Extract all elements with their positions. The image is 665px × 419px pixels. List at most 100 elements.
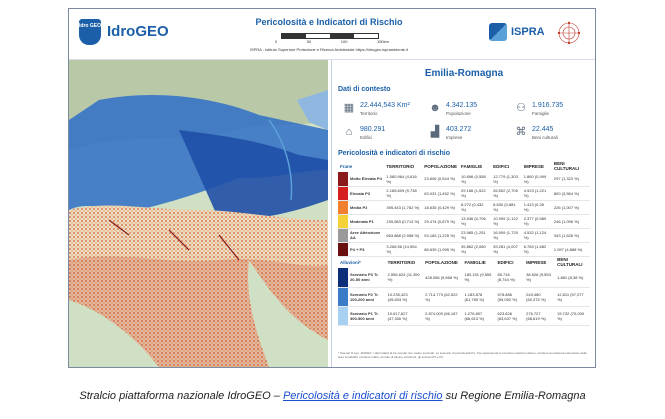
context-value: 1.916.735	[532, 102, 564, 109]
flood-table: Alluvioni* TERRITORIO POPOLAZIONE FAMIGL…	[338, 256, 590, 326]
column-header: TERRITORIO	[386, 163, 415, 169]
population-icon: ☻	[429, 102, 441, 114]
table-cell: 663,888 (2,958 %)	[384, 228, 423, 243]
table-cell: 29.166 (1,522 %)	[459, 186, 492, 201]
table-row: P4 + P3 3.266,56 (14,554 %) 86.639 (1,995 …	[338, 242, 590, 257]
page-title: Pericolosità e Indicatori di Rischio	[255, 17, 403, 27]
family-icon: ⚇	[516, 102, 526, 114]
column-header: POPOLAZIONE	[425, 259, 458, 265]
context-label: Beni culturali	[532, 135, 558, 140]
table-cell: 800 (3,564 %)	[551, 186, 590, 201]
report-subtitle: ISPRA - Istituto Superiore Protezione e …	[249, 47, 409, 52]
figure-caption: Stralcio piattaforma nazionale IdroGEO –…	[0, 390, 665, 402]
table-cell: 1.097 (4,888 %)	[551, 242, 590, 257]
report-header: Idro GEO IdroGEO Pericolosità e Indicato…	[69, 9, 595, 60]
scale-label: 100	[340, 39, 348, 44]
building-icon: ⌂	[345, 126, 353, 138]
context-value: 980.291	[360, 126, 386, 133]
column-header: EDIFICI	[497, 259, 514, 265]
idrogeo-logo: Idro GEO	[79, 19, 101, 45]
table-cell: 343 (1,528 %)	[551, 228, 590, 243]
table-cell: 10.696 (0,558 %)	[459, 172, 492, 187]
table-cell: 2.377 (0,589 %)	[521, 214, 552, 229]
table-row: Molto Elevata P4 1.080,964 (4,816 %) 23.60…	[338, 172, 590, 187]
column-header: IMPRESE	[523, 163, 544, 169]
factory-icon: ▟	[430, 126, 440, 138]
table-header-row: Alluvioni* TERRITORIO POPOLAZIONE FAMIGL…	[338, 256, 590, 268]
table-cell: 1.881 (8,38 %)	[555, 268, 590, 288]
table-cell: 26.502 (2,705 %)	[491, 186, 522, 201]
class-label: Elevata P3	[348, 186, 385, 201]
column-header: BENI CULTURALI	[553, 161, 580, 171]
context-label: Edifici	[360, 135, 373, 140]
table-cell: 297 (1,323 %)	[551, 172, 590, 187]
table-cell: 1.080,964 (4,816 %)	[384, 172, 423, 187]
class-label: Scenario P1 Tr. 300-500 anni	[348, 306, 386, 326]
column-header: FAMIGLIE	[461, 163, 483, 169]
table-header-row: Frane TERRITORIO POPOLAZIONE FAMIGLIE ED…	[338, 160, 590, 172]
table-cell: 8.272 (0,432 %)	[459, 200, 492, 215]
caption-link[interactable]: Pericolosità e indicatori di rischio	[282, 390, 443, 402]
column-header: Alluvioni*	[340, 259, 361, 265]
table-cell: 12.811 (57,077 %)	[555, 287, 590, 307]
caption-text: su Regione Emilia-Romagna	[442, 390, 586, 402]
ispra-logo: ISPRA	[489, 21, 545, 43]
context-label: Famiglie	[532, 111, 550, 116]
table-cell: 15.732 (70,090 %)	[555, 306, 590, 326]
class-color-swatch	[338, 268, 348, 288]
column-header: FAMIGLIE	[464, 259, 486, 265]
landslide-table: Frane TERRITORIO POPOLAZIONE FAMIGLIE ED…	[338, 160, 590, 257]
table-cell: 18.635 (0,429 %)	[422, 200, 460, 215]
context-label: Popolazione	[446, 111, 471, 116]
table-cell: 623.826 (63,637 %)	[495, 306, 525, 326]
class-color-swatch	[338, 172, 348, 187]
table-cell: 2.874.000 (66,187 %)	[423, 306, 463, 326]
table-cell: 1.860 (0,499 %)	[521, 172, 552, 187]
table-cell: 38.526 (9,553 %)	[524, 268, 556, 288]
context-label: Territorio	[360, 111, 378, 116]
hazard-map[interactable]	[69, 60, 328, 367]
class-color-swatch	[338, 186, 348, 201]
table-cell: 6.783 (1,682 %)	[521, 242, 552, 257]
table-cell: 226 (1,007 %)	[551, 200, 590, 215]
class-color-swatch	[338, 228, 348, 243]
statistics-panel: Emilia-Romagna Dati di contesto ▦ 22.444…	[331, 60, 595, 367]
column-header: TERRITORIO	[387, 259, 416, 265]
table-cell: 1.276.807 (66,613 %)	[462, 306, 496, 326]
table-cell: 4.923 (1,221 %)	[521, 186, 552, 201]
table-cell: 246 (1,096 %)	[551, 214, 590, 229]
table-cell: 39.281 (4,007 %)	[491, 242, 522, 257]
table-row: Scenario P2 Tr. 100-200 anni 10.235,423 (…	[338, 287, 590, 307]
class-color-swatch	[338, 200, 348, 215]
class-color-swatch	[338, 242, 348, 257]
snpa-network-icon	[557, 21, 581, 45]
table-cell: 8.630 (0,881 %)	[491, 200, 522, 215]
table-cell: 428.056 (9,858 %)	[423, 268, 463, 288]
table-cell: 16.909 (1,725 %)	[491, 228, 522, 243]
table-cell: 183.151 (9,555 %)	[462, 268, 496, 288]
table-cell: 86.639 (1,995 %)	[422, 242, 460, 257]
ispra-mark-icon	[489, 23, 507, 41]
class-color-swatch	[338, 306, 348, 326]
table-cell: 395,443 (1,762 %)	[384, 200, 423, 215]
context-value: 22.444,543 Km²	[360, 102, 410, 109]
table-cell: 1.413 (0,35 %)	[521, 200, 552, 215]
table-cell: 578.886 (59,052 %)	[495, 287, 525, 307]
class-label: P4 + P3	[348, 242, 385, 257]
class-color-swatch	[338, 214, 348, 229]
table-row: Scenario P1 Tr. 300-500 anni 10.617,627 (…	[338, 306, 590, 326]
class-color-swatch	[338, 287, 348, 307]
class-label: Moderata P1	[348, 214, 385, 229]
table-cell: 2.714.773 (62,522 %)	[423, 287, 463, 307]
table-row: Scenario P3 Tr. 20-50 anni 2.556,624 (11,…	[338, 268, 590, 288]
table-cell: 3.266,56 (14,554 %)	[384, 242, 423, 257]
class-label: Media P2	[348, 200, 385, 215]
context-value: 22.445	[532, 126, 554, 133]
footnote: * Scenari D.Lgs. 49/2010. I dati relativ…	[338, 351, 587, 359]
column-header: Frane	[340, 163, 353, 169]
class-label: Scenario P3 Tr. 20-50 anni	[348, 268, 386, 288]
table-cell: 63.031 (1,452 %)	[422, 186, 460, 201]
scale-label: 50	[306, 39, 312, 44]
column-header: BENI CULTURALI	[557, 257, 583, 267]
table-cell: 1.183.878 (61,765 %)	[462, 287, 496, 307]
